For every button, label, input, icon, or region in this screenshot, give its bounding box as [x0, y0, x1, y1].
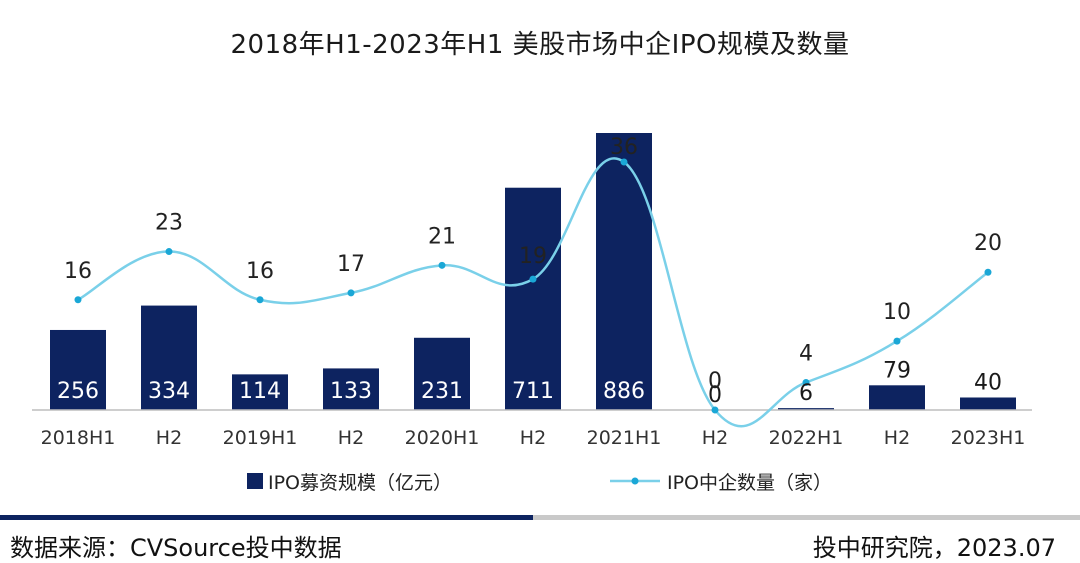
line-point — [984, 268, 992, 276]
bar — [869, 385, 925, 410]
bar — [232, 374, 288, 410]
x-ticks: 2018H1 H2 2019H1 H2 2020H1 H2 2021H1 H2 2022H1 H2… — [41, 427, 1026, 449]
line-value-label: 4 — [799, 341, 813, 366]
bar — [960, 397, 1016, 410]
bars-layer — [50, 133, 1016, 410]
legend: IPO募资规模（亿元） IPO中企数量（家） — [247, 472, 832, 494]
x-tick-label: H2 — [156, 427, 182, 449]
bar-value-label: 334 — [148, 379, 190, 404]
x-tick-label: 2019H1 — [223, 427, 298, 449]
bar-value-label: 711 — [512, 379, 554, 404]
x-tick-label: H2 — [702, 427, 728, 449]
bar-value-label: 133 — [330, 379, 372, 404]
line-value-label: 36 — [610, 135, 638, 160]
footer-divider-light — [533, 515, 1080, 520]
legend-line-marker — [631, 477, 639, 485]
legend-bar-label: IPO募资规模（亿元） — [268, 472, 452, 494]
x-tick-label: 2021H1 — [587, 427, 662, 449]
line-value-label: 10 — [883, 300, 911, 325]
x-tick-label: 2023H1 — [951, 427, 1026, 449]
legend-bar-swatch — [247, 473, 263, 489]
line-point — [347, 289, 355, 297]
bar — [141, 305, 197, 410]
series-line — [77, 157, 989, 428]
bar-value-label: 0 — [708, 383, 722, 408]
line-point — [74, 296, 82, 304]
legend-line-label: IPO中企数量（家） — [667, 472, 832, 494]
line-value-label: 16 — [246, 259, 274, 284]
line-layer — [74, 157, 992, 428]
x-tick-label: 2018H1 — [41, 427, 116, 449]
bar — [50, 329, 106, 410]
bar — [505, 187, 561, 410]
line-point — [893, 337, 901, 345]
line-value-label: 0 — [708, 369, 722, 394]
footer-source: 数据来源：CVSource投中数据 — [10, 534, 342, 562]
line-value-label: 21 — [428, 224, 456, 249]
line-point — [711, 406, 719, 414]
line-point — [802, 378, 810, 386]
x-tick-label: 2022H1 — [769, 427, 844, 449]
line-value-label: 23 — [155, 211, 183, 236]
bar — [323, 368, 379, 410]
x-tick-label: H2 — [884, 427, 910, 449]
line-point — [620, 158, 628, 166]
bar — [414, 337, 470, 410]
bar-value-label: 231 — [421, 379, 463, 404]
line-point — [256, 296, 264, 304]
bar-value-label: 114 — [239, 379, 281, 404]
bar-value-label: 886 — [603, 379, 645, 404]
x-tick-label: 2020H1 — [405, 427, 480, 449]
line-value-label: 16 — [64, 259, 92, 284]
bar-value-label: 256 — [57, 379, 99, 404]
bar-value-label: 79 — [883, 358, 911, 383]
line-value-label: 19 — [519, 244, 547, 269]
bar-value-label: 40 — [974, 370, 1002, 395]
x-tick-label: H2 — [338, 427, 364, 449]
line-point — [529, 275, 537, 283]
bar-value-label: 6 — [799, 381, 813, 406]
x-tick-label: H2 — [520, 427, 546, 449]
bar — [778, 408, 834, 410]
line-point — [438, 261, 446, 269]
line-value-label: 17 — [337, 252, 365, 277]
footer-divider-dark — [0, 515, 533, 520]
line-value-label: 20 — [974, 231, 1002, 256]
chart-title: 2018年H1-2023年H1 美股市场中企IPO规模及数量 — [230, 30, 850, 60]
bar — [596, 133, 652, 410]
footer-org: 投中研究院，2023.07 — [812, 534, 1056, 562]
line-point — [165, 248, 173, 256]
